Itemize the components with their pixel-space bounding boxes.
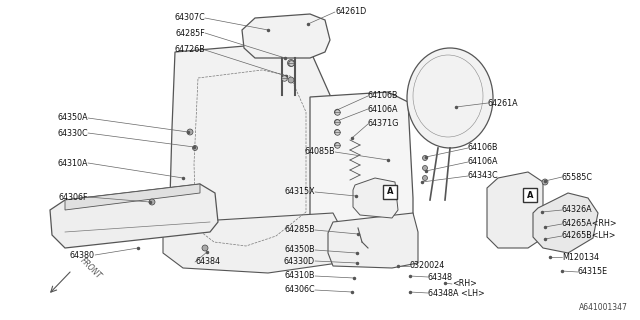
Text: 64106A: 64106A — [468, 157, 499, 166]
Text: 64384: 64384 — [195, 258, 220, 267]
Circle shape — [288, 77, 294, 83]
Circle shape — [193, 146, 198, 150]
Circle shape — [335, 109, 339, 115]
Text: 64310A: 64310A — [58, 158, 88, 167]
Text: 64315E: 64315E — [578, 268, 608, 276]
Polygon shape — [50, 184, 218, 248]
Text: A641001347: A641001347 — [579, 303, 628, 312]
Circle shape — [422, 156, 428, 161]
Text: 64285F: 64285F — [175, 28, 205, 37]
Circle shape — [335, 142, 339, 148]
Text: 64350A: 64350A — [58, 114, 88, 123]
Text: 64348A <LH>: 64348A <LH> — [428, 289, 484, 298]
Text: 64106B: 64106B — [468, 143, 499, 153]
Polygon shape — [170, 44, 330, 263]
Text: 64315X: 64315X — [284, 188, 315, 196]
Text: 64726B: 64726B — [174, 45, 205, 54]
Text: 64261A: 64261A — [488, 99, 518, 108]
Text: 64348: 64348 — [428, 273, 453, 282]
Text: 64330D: 64330D — [284, 257, 315, 266]
Circle shape — [542, 179, 548, 185]
Text: 64306F: 64306F — [58, 193, 88, 202]
Text: FRONT: FRONT — [78, 256, 103, 280]
Polygon shape — [163, 213, 343, 273]
Polygon shape — [328, 213, 418, 268]
Circle shape — [187, 129, 193, 135]
Text: 0320024: 0320024 — [410, 261, 445, 270]
Text: 64085B: 64085B — [305, 148, 335, 156]
Circle shape — [422, 165, 428, 171]
FancyBboxPatch shape — [383, 185, 397, 199]
Text: 64350B: 64350B — [284, 245, 315, 254]
Ellipse shape — [407, 48, 493, 148]
Text: <RH>: <RH> — [452, 279, 477, 289]
Polygon shape — [242, 14, 330, 58]
Text: A: A — [387, 188, 393, 196]
Polygon shape — [353, 178, 398, 218]
Text: 64310B: 64310B — [285, 271, 315, 281]
Polygon shape — [310, 92, 413, 263]
Polygon shape — [65, 184, 200, 210]
FancyBboxPatch shape — [523, 188, 537, 202]
Text: 64330C: 64330C — [58, 129, 88, 138]
Text: 64285B: 64285B — [284, 226, 315, 235]
Text: 64371G: 64371G — [368, 119, 399, 129]
Polygon shape — [533, 193, 598, 253]
Text: 64261D: 64261D — [335, 7, 366, 17]
Text: 64106A: 64106A — [368, 105, 399, 114]
Text: 64265B<LH>: 64265B<LH> — [562, 231, 616, 241]
Circle shape — [202, 245, 208, 251]
Text: 65585C: 65585C — [562, 172, 593, 181]
Text: M120134: M120134 — [562, 252, 599, 261]
Circle shape — [335, 119, 339, 124]
Text: 64380: 64380 — [70, 251, 95, 260]
Text: 64343C: 64343C — [468, 172, 499, 180]
Circle shape — [335, 130, 339, 134]
Text: 64306C: 64306C — [284, 285, 315, 294]
Polygon shape — [487, 172, 543, 248]
Circle shape — [422, 175, 428, 180]
Text: 64307C: 64307C — [174, 13, 205, 22]
Text: 64326A: 64326A — [562, 205, 593, 214]
Circle shape — [287, 60, 294, 67]
Text: A: A — [527, 190, 533, 199]
Text: 64106B: 64106B — [368, 92, 399, 100]
Text: 64265A<RH>: 64265A<RH> — [562, 220, 618, 228]
Circle shape — [149, 199, 155, 205]
